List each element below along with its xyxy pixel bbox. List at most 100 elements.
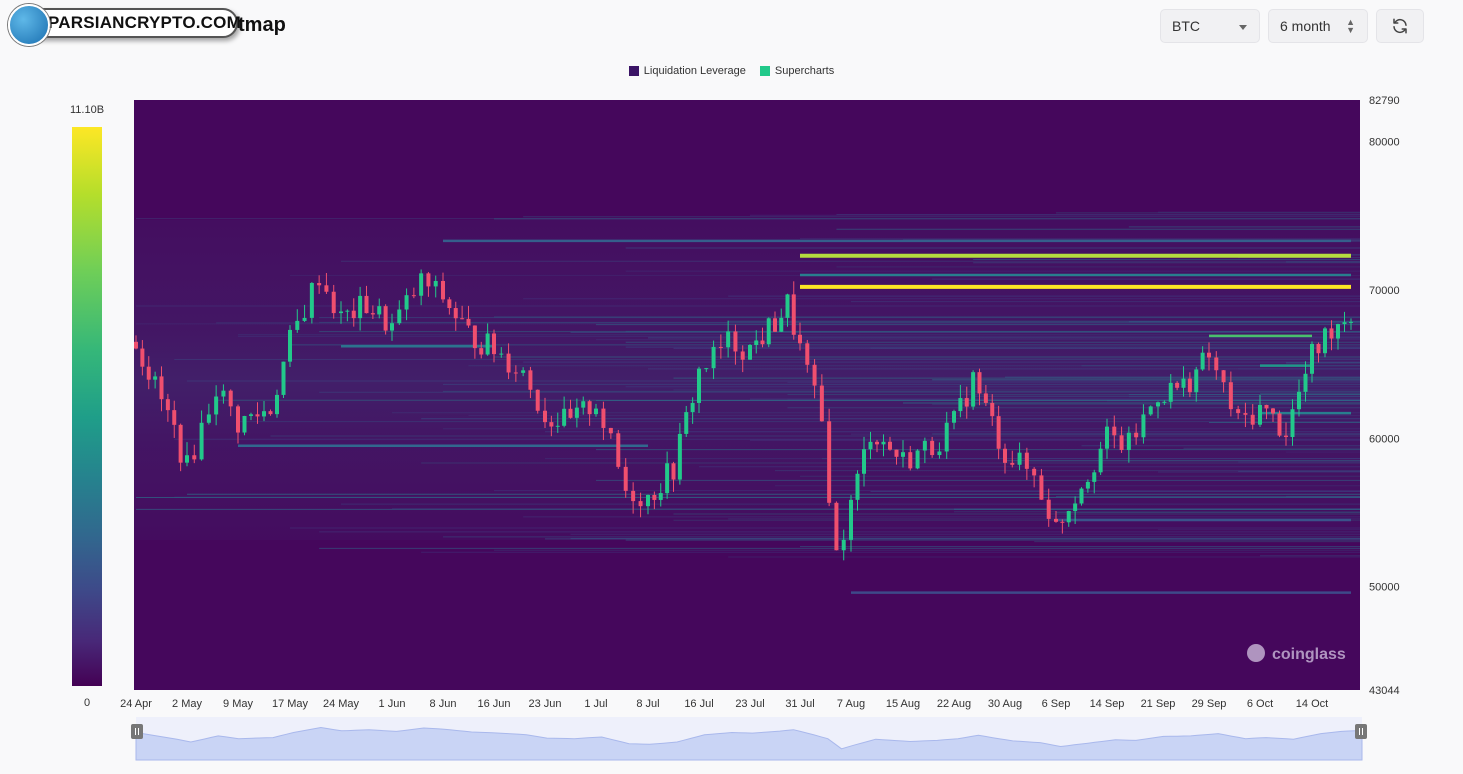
candle-body <box>855 473 860 500</box>
candle-body <box>185 455 189 463</box>
candle-body <box>1126 432 1131 450</box>
candle-body <box>958 398 963 412</box>
candle-body <box>1141 414 1146 438</box>
candle-body <box>460 318 465 320</box>
candle-body <box>1119 435 1124 450</box>
candle-body <box>479 348 484 355</box>
candle-body <box>1017 452 1022 465</box>
candle-body <box>1162 401 1167 403</box>
x-tick-label: 23 Jul <box>735 698 764 710</box>
candle-body <box>718 346 723 348</box>
candle-body <box>990 402 995 417</box>
candle-body <box>146 366 151 380</box>
candle-body <box>1264 404 1269 409</box>
x-tick-label: 14 Oct <box>1296 698 1328 710</box>
candle-body <box>521 370 526 373</box>
legend-item-liquidation[interactable]: Liquidation Leverage <box>628 65 746 77</box>
candle-body <box>623 466 628 491</box>
candle-body <box>805 343 810 365</box>
candle-body <box>937 451 942 456</box>
range-select[interactable]: 6 month ▲ ▼ <box>1268 9 1368 43</box>
candle-body <box>638 501 643 507</box>
caret-down-icon <box>1239 25 1247 30</box>
x-tick-label: 24 Apr <box>120 698 152 710</box>
candle-body <box>760 340 765 345</box>
candle-body <box>1297 391 1301 410</box>
candle-body <box>281 361 286 395</box>
candle-body <box>690 402 695 413</box>
x-tick-label: 23 Jun <box>528 698 561 710</box>
candle-body <box>1085 481 1090 489</box>
y-tick-label: 70000 <box>1369 285 1400 297</box>
navigator-area <box>135 726 1363 761</box>
candle-body <box>165 399 170 411</box>
symbol-select[interactable]: BTC <box>1160 9 1260 43</box>
candle-body <box>1258 404 1262 425</box>
candle-body <box>1134 432 1139 438</box>
candle-body <box>535 389 540 411</box>
candle-body <box>377 306 382 315</box>
candle-body <box>485 333 490 355</box>
refresh-icon <box>1393 18 1407 34</box>
legend-item-supercharts[interactable]: Supercharts <box>759 65 835 77</box>
candle-body <box>704 368 709 370</box>
candle-body <box>1310 343 1314 374</box>
candle-body <box>242 415 247 433</box>
candle-body <box>433 280 438 287</box>
candle-body <box>862 449 866 474</box>
candle-body <box>1336 324 1340 339</box>
candle-body <box>1054 518 1058 522</box>
candle-body <box>228 390 233 407</box>
candle-body <box>631 490 636 502</box>
navigator-handle-left[interactable] <box>131 724 143 739</box>
candle-body <box>677 433 682 480</box>
candle-body <box>499 353 504 355</box>
candle-body <box>275 394 279 415</box>
candle-body <box>875 441 879 445</box>
candle-body <box>1175 382 1180 388</box>
candle-body <box>894 449 899 457</box>
candle-body <box>766 318 771 345</box>
candle-body <box>1349 321 1353 323</box>
candle-body <box>140 348 145 367</box>
x-tick-label: 8 Jul <box>636 698 659 710</box>
candle-body <box>1277 413 1282 436</box>
candle-body <box>841 539 846 551</box>
candle-body <box>324 285 329 292</box>
candle-body <box>616 433 621 467</box>
candle-body <box>549 422 554 427</box>
candle-body <box>1156 402 1160 407</box>
candle-body <box>543 410 547 423</box>
candle-body <box>827 421 832 503</box>
candle-body <box>562 408 567 426</box>
candle-body <box>1046 499 1051 519</box>
candle-body <box>236 406 240 433</box>
candle-body <box>1066 510 1071 523</box>
candle-body <box>153 376 158 380</box>
candle-body <box>1228 382 1233 410</box>
candle-body <box>1342 322 1347 325</box>
candle-body <box>733 331 738 352</box>
candle-body <box>1010 462 1015 465</box>
symbol-select-value: BTC <box>1172 18 1200 34</box>
candle-body <box>849 499 853 540</box>
candle-body <box>1060 521 1065 523</box>
candle-body <box>492 333 496 355</box>
candle-body <box>1236 409 1241 414</box>
x-tick-label: 15 Aug <box>886 698 920 710</box>
x-tick-label: 1 Jul <box>584 698 607 710</box>
y-tick-label: 82790 <box>1369 95 1400 107</box>
candle-body <box>302 317 307 321</box>
candle-body <box>1148 406 1153 415</box>
y-tick-label: 80000 <box>1369 136 1400 148</box>
candle-body <box>1194 369 1199 393</box>
legend-label-supercharts: Supercharts <box>774 65 835 77</box>
refresh-button[interactable] <box>1376 9 1424 43</box>
candle-body <box>411 295 416 297</box>
candle-body <box>370 313 375 315</box>
candle-body <box>441 280 445 300</box>
candle-body <box>1105 426 1109 449</box>
navigator-handle-right[interactable] <box>1355 724 1367 739</box>
candle-body <box>671 463 676 480</box>
